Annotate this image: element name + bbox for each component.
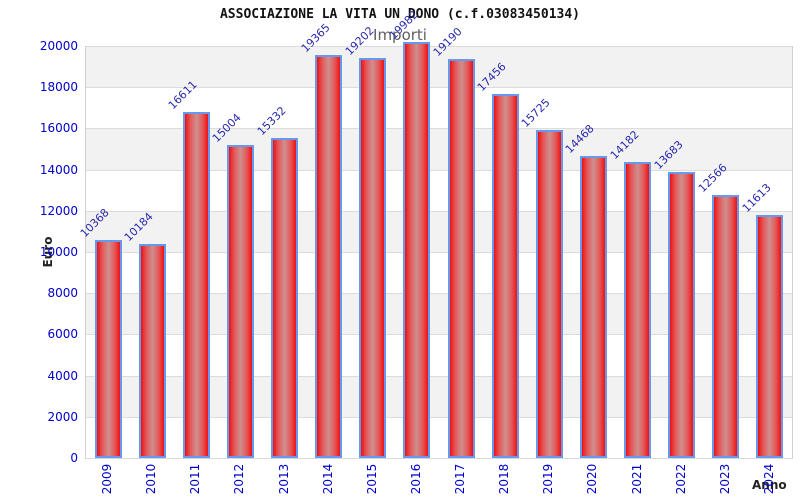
chart-subtitle: Importi [373,26,427,44]
x-tick-label: 2022 [673,463,688,495]
x-tick-label: 2010 [144,463,159,495]
x-tick-label: 2013 [276,463,291,495]
plot-area: 10368 10184 16611 15004 15332 19365 19202 19982… [78,8,793,459]
bar-2013 [271,138,299,458]
y-tick-label: 18000 [39,80,78,95]
y-tick-label: 12000 [39,203,78,218]
x-tick-label: 2016 [408,463,423,495]
x-tick-label: 2015 [364,463,379,495]
bar-2014 [315,55,343,458]
y-tick-label: 20000 [39,39,78,53]
x-tick-label: 2009 [100,463,115,495]
x-tick-label: 2012 [232,463,247,495]
bar-2022 [668,172,696,458]
y-tick-label: 8000 [47,286,78,301]
plot-band [86,334,792,375]
y-tick-label: 14000 [39,162,78,177]
y-tick-label: 4000 [47,368,78,383]
chart-title: ASSOCIAZIONE LA VITA UN DONO (c.f.030834… [219,7,581,22]
bar-2024 [756,214,784,458]
x-tick-label: 2024 [761,463,776,495]
bar-2015 [359,58,387,458]
x-tick-label: 2023 [717,463,732,495]
bar-2018 [491,94,519,458]
y-tick-label: 10000 [39,245,78,259]
bar-2016 [403,42,431,458]
x-tick-label: 2018 [497,463,512,495]
y-tick-label: 6000 [47,327,78,342]
x-tick-label: 2011 [188,463,203,495]
plot-band [86,87,792,128]
y-tick-label: 0 [70,451,78,465]
bar-2011 [182,111,210,458]
y-tick-label: 2000 [47,409,78,424]
bar-2010 [138,244,166,458]
x-tick-label: 2020 [585,463,600,495]
x-axis-title: Anno [752,478,787,492]
plot-band [86,252,792,293]
plot-band [86,169,792,211]
bar-2023 [712,195,740,458]
x-tick-label: 2019 [541,463,556,495]
bar-2017 [447,58,475,458]
x-tick-label: 2014 [320,463,335,495]
bar-2012 [226,144,254,458]
bar-2021 [624,161,652,458]
bar-2020 [579,155,607,458]
bar-2009 [94,240,122,458]
plot-band [86,416,792,458]
x-tick-label: 2021 [629,463,644,495]
x-tick-label: 2017 [453,463,468,495]
y-tick-label: 16000 [39,121,78,136]
bar-2019 [535,130,563,458]
plot-band [86,46,792,88]
